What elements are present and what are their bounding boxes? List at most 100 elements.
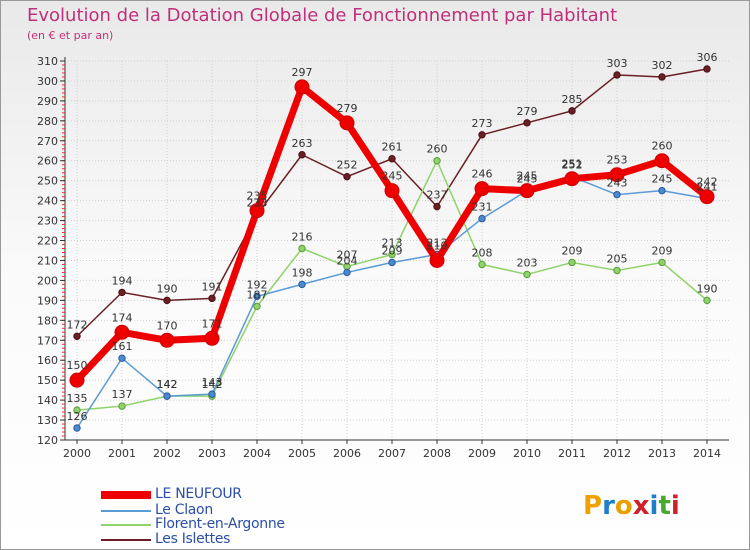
legend-label: Florent-en-Argonne bbox=[155, 516, 285, 532]
data-point bbox=[163, 296, 171, 305]
legend-label: Le Claon bbox=[155, 502, 213, 518]
data-label: 142 bbox=[202, 378, 223, 391]
logo-letter: t bbox=[658, 491, 671, 521]
data-point bbox=[478, 214, 486, 223]
data-point bbox=[204, 330, 220, 346]
data-point bbox=[658, 73, 666, 81]
data-point bbox=[298, 280, 306, 289]
data-point bbox=[73, 424, 81, 432]
data-point bbox=[69, 372, 85, 388]
data-point bbox=[388, 155, 396, 163]
data-label: 263 bbox=[292, 137, 313, 150]
data-label: 126 bbox=[67, 410, 88, 423]
data-label: 190 bbox=[157, 282, 178, 295]
data-point bbox=[73, 332, 81, 340]
data-label: 150 bbox=[67, 359, 88, 372]
legend-swatch bbox=[101, 510, 151, 512]
y-tick-label: 280 bbox=[37, 115, 58, 128]
x-tick-label: 2009 bbox=[468, 447, 496, 460]
data-label: 235 bbox=[247, 190, 268, 203]
x-tick-label: 2014 bbox=[693, 447, 721, 460]
y-tick-label: 190 bbox=[37, 294, 58, 307]
data-label: 233 bbox=[247, 197, 268, 210]
data-point bbox=[298, 244, 306, 253]
data-point bbox=[384, 183, 400, 199]
y-tick-label: 140 bbox=[37, 394, 58, 407]
chart-subtitle: (en € et par an) bbox=[27, 29, 114, 42]
x-tick-label: 2004 bbox=[243, 447, 271, 460]
data-label: 137 bbox=[112, 388, 133, 401]
data-point bbox=[564, 171, 580, 187]
data-label: 252 bbox=[337, 159, 358, 172]
y-tick-label: 240 bbox=[37, 195, 58, 208]
data-point bbox=[568, 107, 576, 115]
data-label: 191 bbox=[202, 280, 223, 293]
legend-swatch bbox=[101, 539, 151, 541]
data-label: 273 bbox=[472, 117, 493, 130]
data-point bbox=[433, 157, 441, 165]
data-point bbox=[609, 167, 625, 183]
logo-letter: o bbox=[614, 491, 633, 521]
data-label: 203 bbox=[517, 256, 538, 269]
x-tick-label: 2002 bbox=[153, 447, 181, 460]
data-label: 190 bbox=[697, 282, 718, 295]
y-tick-label: 150 bbox=[37, 374, 58, 387]
y-tick-label: 120 bbox=[37, 434, 58, 447]
y-tick-label: 230 bbox=[37, 215, 58, 228]
data-point bbox=[114, 324, 130, 340]
data-point bbox=[249, 203, 265, 219]
y-tick-label: 250 bbox=[37, 175, 58, 188]
y-tick-label: 260 bbox=[37, 155, 58, 168]
data-point bbox=[253, 292, 261, 301]
x-tick-label: 2000 bbox=[63, 447, 91, 460]
x-tick-label: 2008 bbox=[423, 447, 451, 460]
data-point bbox=[73, 406, 81, 414]
logo-letter: i bbox=[670, 491, 680, 521]
data-point bbox=[478, 260, 486, 269]
data-label: 171 bbox=[202, 317, 223, 330]
legend-label: LE NEUFOUR bbox=[155, 486, 242, 502]
data-label: 260 bbox=[652, 140, 673, 153]
logo-letter: r bbox=[602, 491, 615, 521]
legend-swatch bbox=[101, 491, 151, 499]
data-label: 245 bbox=[652, 173, 673, 186]
x-tick-label: 2011 bbox=[558, 447, 586, 460]
x-tick-label: 2006 bbox=[333, 447, 361, 460]
data-point bbox=[568, 258, 576, 267]
data-label: 161 bbox=[112, 340, 133, 353]
data-point bbox=[208, 294, 216, 303]
data-point bbox=[613, 266, 621, 275]
data-label: 243 bbox=[607, 177, 628, 190]
data-label: 170 bbox=[157, 319, 178, 332]
data-label: 303 bbox=[607, 57, 628, 70]
data-label: 174 bbox=[112, 311, 133, 324]
data-label: 204 bbox=[337, 254, 358, 267]
data-point bbox=[253, 302, 261, 311]
data-point bbox=[388, 258, 396, 267]
data-point bbox=[654, 153, 670, 169]
data-label: 213 bbox=[427, 236, 448, 249]
data-point bbox=[339, 115, 355, 131]
data-label: 209 bbox=[652, 244, 673, 257]
y-tick-label: 270 bbox=[37, 135, 58, 148]
data-point bbox=[118, 402, 126, 410]
data-label: 142 bbox=[157, 378, 178, 391]
data-point bbox=[658, 186, 666, 195]
data-point bbox=[703, 296, 711, 305]
data-label: 205 bbox=[607, 252, 628, 265]
data-point bbox=[118, 354, 126, 362]
chart-title: Evolution de la Dotation Globale de Fonc… bbox=[27, 5, 618, 26]
data-label: 241 bbox=[697, 181, 718, 194]
data-label: 143 bbox=[202, 376, 223, 389]
data-point bbox=[613, 71, 621, 79]
logo-letter: x bbox=[632, 491, 650, 521]
data-label: 302 bbox=[652, 59, 673, 72]
x-tick-label: 2001 bbox=[108, 447, 136, 460]
y-tick-label: 290 bbox=[37, 95, 58, 108]
data-label: 297 bbox=[292, 66, 313, 79]
data-label: 245 bbox=[517, 173, 538, 186]
y-tick-label: 170 bbox=[37, 334, 58, 347]
data-label: 216 bbox=[292, 231, 313, 244]
y-tick-label: 210 bbox=[37, 254, 58, 267]
data-label: 246 bbox=[472, 168, 493, 181]
